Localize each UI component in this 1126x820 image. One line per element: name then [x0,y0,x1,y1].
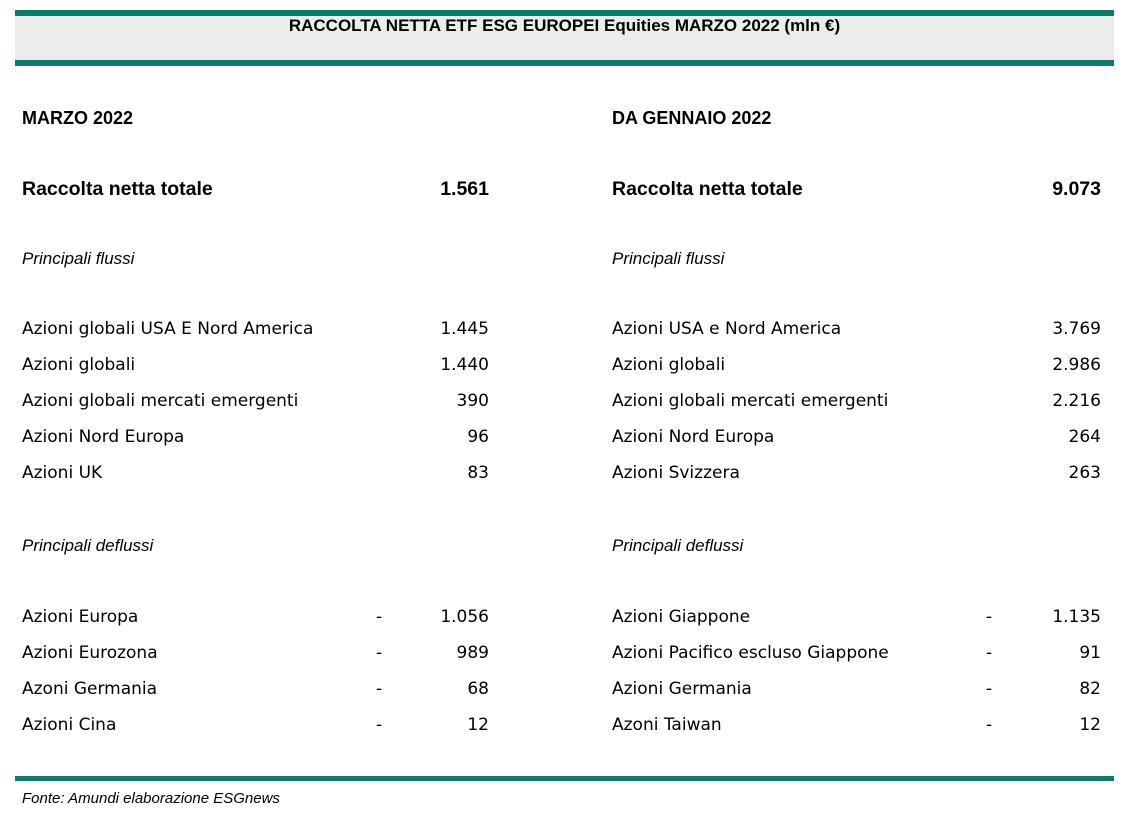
outflow-label: Azoni Taiwan [612,715,722,735]
inflow-label: Azioni USA e Nord America [612,319,842,339]
outflow-sign: - [376,715,383,735]
outflow-sign: - [376,679,383,699]
footer-rule [15,776,1114,781]
inflow-label: Azioni UK [22,463,103,483]
outflow-value: 12 [1079,715,1101,735]
outflow-sign: - [986,679,993,699]
outflow-label: Azoni Germania [22,679,158,699]
outflow-value: 1.135 [1052,607,1101,627]
inflow-value: 264 [1068,427,1101,447]
inflow-label: Azioni globali [612,355,726,375]
inflow-label: Azioni globali mercati emergenti [22,391,299,411]
inflows-heading: Principali flussi [612,249,725,268]
outflow-sign: - [986,715,993,735]
outflows-heading: Principali deflussi [612,536,744,555]
total-label: Raccolta netta totale [22,178,213,200]
inflow-value: 2.986 [1052,355,1101,375]
outflow-label: Azioni Pacifico escluso Giappone [612,643,889,663]
outflow-label: Azioni Cina [22,715,117,735]
outflow-value: 12 [467,715,489,735]
inflow-value: 96 [467,427,489,447]
section-heading: MARZO 2022 [22,108,134,128]
inflow-value: 3.769 [1052,319,1101,339]
inflow-value: 390 [456,391,489,411]
outflow-sign: - [376,643,383,663]
total-value: 9.073 [1052,178,1101,200]
inflow-value: 83 [467,463,489,483]
inflow-label: Azioni Nord Europa [612,427,775,447]
header-top-rule [15,10,1114,16]
source-note: Fonte: Amundi elaborazione ESGnews [22,790,280,807]
inflow-value: 1.445 [440,319,489,339]
inflow-label: Azioni globali mercati emergenti [612,391,889,411]
header-band [15,16,1114,60]
outflows-heading: Principali deflussi [22,536,154,555]
inflow-value: 263 [1068,463,1101,483]
outflow-label: Azioni Europa [22,607,139,627]
outflow-sign: - [986,607,993,627]
total-label: Raccolta netta totale [612,178,803,200]
outflow-label: Azioni Giappone [612,607,751,627]
outflow-sign: - [376,607,383,627]
inflow-label: Azioni Svizzera [612,463,740,483]
inflow-value: 1.440 [440,355,489,375]
outflow-value: 1.056 [440,607,489,627]
outflow-value: 989 [456,643,489,663]
inflow-label: Azioni globali [22,355,136,375]
inflows-heading: Principali flussi [22,249,135,268]
total-value: 1.561 [440,178,489,200]
table-title: RACCOLTA NETTA ETF ESG EUROPEI Equities … [288,16,841,35]
outflow-value: 68 [467,679,489,699]
outflow-label: Azioni Germania [612,679,752,699]
inflow-label: Azioni Nord Europa [22,427,185,447]
outflow-sign: - [986,643,993,663]
section-heading: DA GENNAIO 2022 [612,108,772,128]
inflow-value: 2.216 [1052,391,1101,411]
inflow-label: Azioni globali USA E Nord America [22,319,314,339]
outflow-value: 91 [1079,643,1101,663]
header-bottom-rule [15,60,1114,66]
outflow-label: Azioni Eurozona [22,643,158,663]
outflow-value: 82 [1079,679,1101,699]
